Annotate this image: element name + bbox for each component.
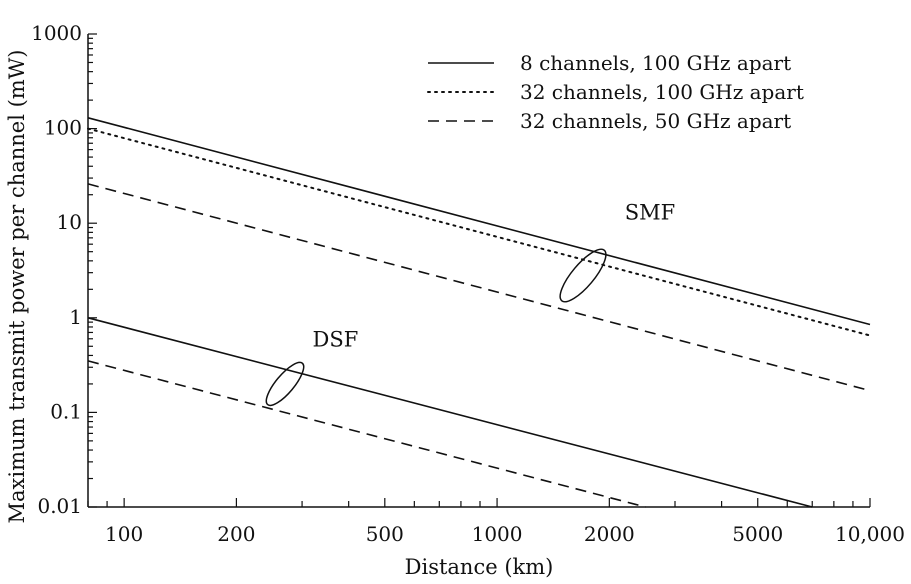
dsf-group-ellipse [265,361,305,407]
series-line-smf-solid [87,117,871,326]
smf-group-ellipse [559,248,607,303]
axes: 0.01 0.1 1 10 100 1000 100 200 500 1000 2000 5000 10… [31,21,905,546]
x-tick-label: 5000 [732,522,783,546]
x-tick-label: 10,000 [835,522,905,546]
x-tick-label: 200 [217,522,255,546]
annotation-label: SMF [625,200,675,224]
legend: 8 channels, 100 GHz apart 32 channels, 10… [427,51,804,133]
annotation-label: DSF [313,327,359,351]
series-line-smf-dashed [87,183,871,392]
y-tick-label: 10 [57,210,82,234]
x-axis-title: Distance (km) [405,555,554,579]
legend-label: 8 channels, 100 GHz apart [520,51,791,75]
y-tick-label: 0.1 [50,399,82,423]
y-axis-title: Maximum transmit power per channel (mW) [5,50,29,524]
x-tick-label: 500 [366,522,404,546]
y-tick-label: 100 [44,116,82,140]
legend-label: 32 channels, 50 GHz apart [520,109,791,133]
series-line-dsf-dashed [87,360,646,508]
series-line-dsf-solid [87,317,813,508]
y-tick-label: 0.01 [37,494,82,518]
series-line-smf-dotted [87,127,871,337]
annotations: SMF DSF [265,200,675,407]
y-tick-label: 1 [69,305,82,329]
series-layer [87,117,871,508]
x-tick-label: 100 [105,522,143,546]
x-tick-label: 1000 [472,522,523,546]
x-tick-label: 2000 [584,522,635,546]
y-tick-label: 1000 [31,21,82,45]
legend-label: 32 channels, 100 GHz apart [520,80,804,104]
